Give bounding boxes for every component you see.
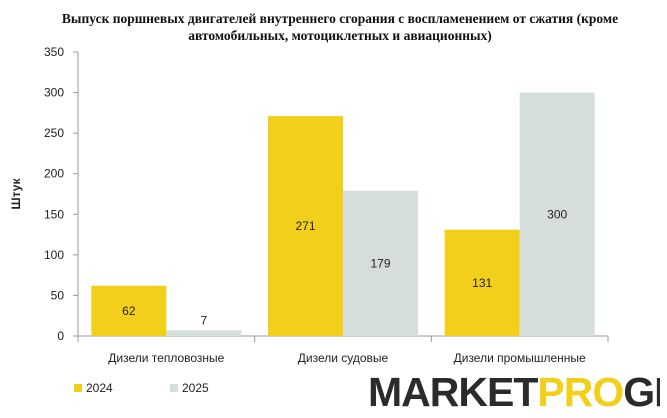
marketprogroup-logo: MARKETPROGROUP bbox=[368, 370, 660, 414]
data-label: 7 bbox=[200, 313, 207, 327]
bar-2024-1 bbox=[268, 116, 343, 336]
y-tick-label: 100 bbox=[44, 248, 64, 262]
bar-2024-2 bbox=[444, 229, 520, 336]
data-label: 62 bbox=[122, 304, 136, 318]
logo-part-2: PRO bbox=[537, 370, 624, 414]
bar-2025-0 bbox=[166, 330, 242, 336]
x-category-label: Дизели судовые bbox=[298, 351, 389, 365]
logo-part-1: MARKET bbox=[368, 370, 538, 414]
data-label: 300 bbox=[547, 207, 567, 221]
bar-2025-2 bbox=[519, 92, 595, 336]
legend-swatch-2024 bbox=[74, 384, 82, 392]
y-tick-label: 300 bbox=[44, 86, 64, 100]
y-axis-title: Штук bbox=[9, 178, 23, 210]
data-label: 131 bbox=[472, 276, 492, 290]
bar-2024-0 bbox=[91, 285, 167, 336]
y-tick-label: 50 bbox=[51, 288, 65, 302]
x-category-label: Дизели тепловозные bbox=[108, 351, 224, 365]
y-tick-label: 350 bbox=[44, 45, 64, 59]
y-tick-label: 0 bbox=[57, 329, 64, 343]
data-label: 271 bbox=[295, 219, 315, 233]
data-label: 179 bbox=[370, 256, 390, 270]
y-tick-label: 250 bbox=[44, 126, 64, 140]
y-tick-label: 200 bbox=[44, 167, 64, 181]
legend-label-2025: 2025 bbox=[182, 381, 209, 395]
logo-part-3: GROUP bbox=[623, 370, 660, 414]
y-tick-label: 150 bbox=[44, 207, 64, 221]
x-category-label: Дизели промышленные bbox=[454, 351, 586, 365]
bar-2025-1 bbox=[343, 190, 418, 336]
legend-swatch-2025 bbox=[170, 384, 178, 392]
legend-label-2024: 2024 bbox=[86, 381, 113, 395]
chart-title: Выпуск поршневых двигателей внутреннего … bbox=[61, 11, 619, 43]
